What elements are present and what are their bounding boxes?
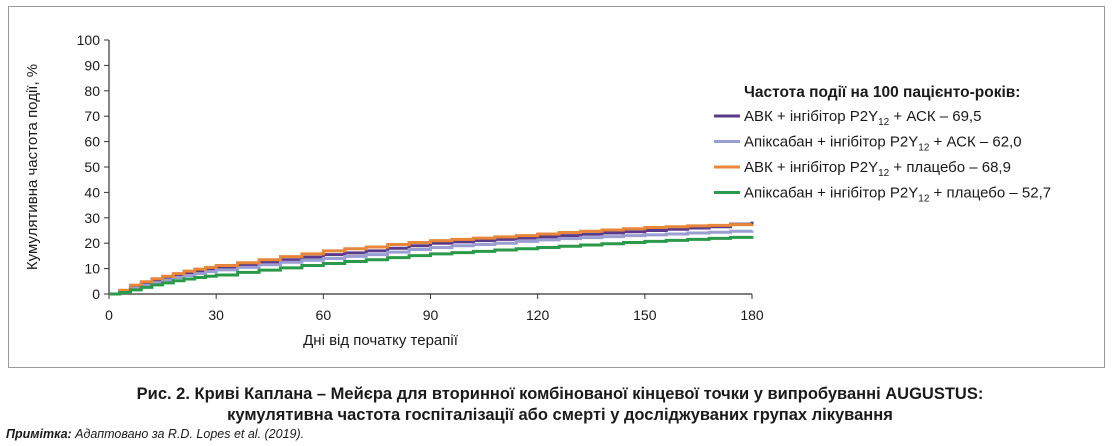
x-tick-label: 120 bbox=[526, 307, 550, 323]
km-chart: 0 10 20 30 40 50 60 70 80 90 100 0 30 60 90 120 150 180 Дн… bbox=[24, 32, 1051, 349]
y-tick-label: 40 bbox=[84, 184, 100, 200]
legend-label-1: АВК + інгібітор P2Y12 + АСК – 69,5 bbox=[744, 108, 981, 128]
x-axis-title: Дні від початку терапії bbox=[303, 332, 459, 349]
y-axis-title: Кумулятивна частота події, % bbox=[24, 64, 41, 270]
chart-series bbox=[109, 221, 754, 296]
series-line-1 bbox=[109, 221, 754, 296]
chart-axes: 0 10 20 30 40 50 60 70 80 90 100 0 30 60 90 120 150 180 Дн… bbox=[24, 32, 764, 349]
legend-label-4: Апіксабан + інгібітор P2Y12 + плацебо – … bbox=[744, 185, 1051, 205]
x-tick-label: 180 bbox=[740, 307, 764, 323]
legend-label-2: Апіксабан + інгібітор P2Y12 + АСК – 62,0 bbox=[744, 134, 1022, 154]
figure-caption-line-1: Рис. 2. Криві Каплана – Мейєра для втори… bbox=[136, 385, 984, 403]
note-text: Адаптовано за R.D. Lopes et al. (2019). bbox=[71, 427, 305, 441]
figure-caption-line-2: кумулятивна частота госпіталізації або с… bbox=[227, 406, 893, 424]
y-tick-label: 30 bbox=[84, 210, 100, 226]
legend-title: Частота події на 100 пацієнто-років: bbox=[744, 84, 1020, 101]
y-tick-label: 0 bbox=[92, 286, 100, 302]
y-tick-label: 60 bbox=[84, 134, 100, 150]
y-tick-label: 90 bbox=[84, 57, 100, 73]
series-line-2 bbox=[109, 229, 754, 296]
x-tick-label: 0 bbox=[105, 307, 113, 323]
legend-label-3: АВК + інгібітор P2Y12 + плацебо – 68,9 bbox=[744, 159, 1011, 179]
figure-note: Примітка: Адаптовано за R.D. Lopes et al… bbox=[6, 427, 304, 441]
x-tick-label: 150 bbox=[633, 307, 657, 323]
series-line-4 bbox=[109, 235, 754, 296]
y-tick-label: 20 bbox=[84, 235, 100, 251]
x-tick-label: 60 bbox=[316, 307, 332, 323]
chart-legend: Частота події на 100 пацієнто-років: АВК … bbox=[714, 84, 1051, 205]
y-tick-label: 70 bbox=[84, 108, 100, 124]
y-tick-label: 100 bbox=[77, 32, 101, 48]
x-tick-label: 90 bbox=[423, 307, 439, 323]
y-tick-label: 10 bbox=[84, 261, 100, 277]
series-line-3 bbox=[109, 223, 754, 296]
y-tick-label: 80 bbox=[84, 83, 100, 99]
x-tick-label: 30 bbox=[208, 307, 224, 323]
y-tick-label: 50 bbox=[84, 159, 100, 175]
figure-frame: 0 10 20 30 40 50 60 70 80 90 100 0 30 60 90 120 150 180 Дн… bbox=[8, 6, 1105, 368]
note-label: Примітка: bbox=[6, 427, 72, 441]
